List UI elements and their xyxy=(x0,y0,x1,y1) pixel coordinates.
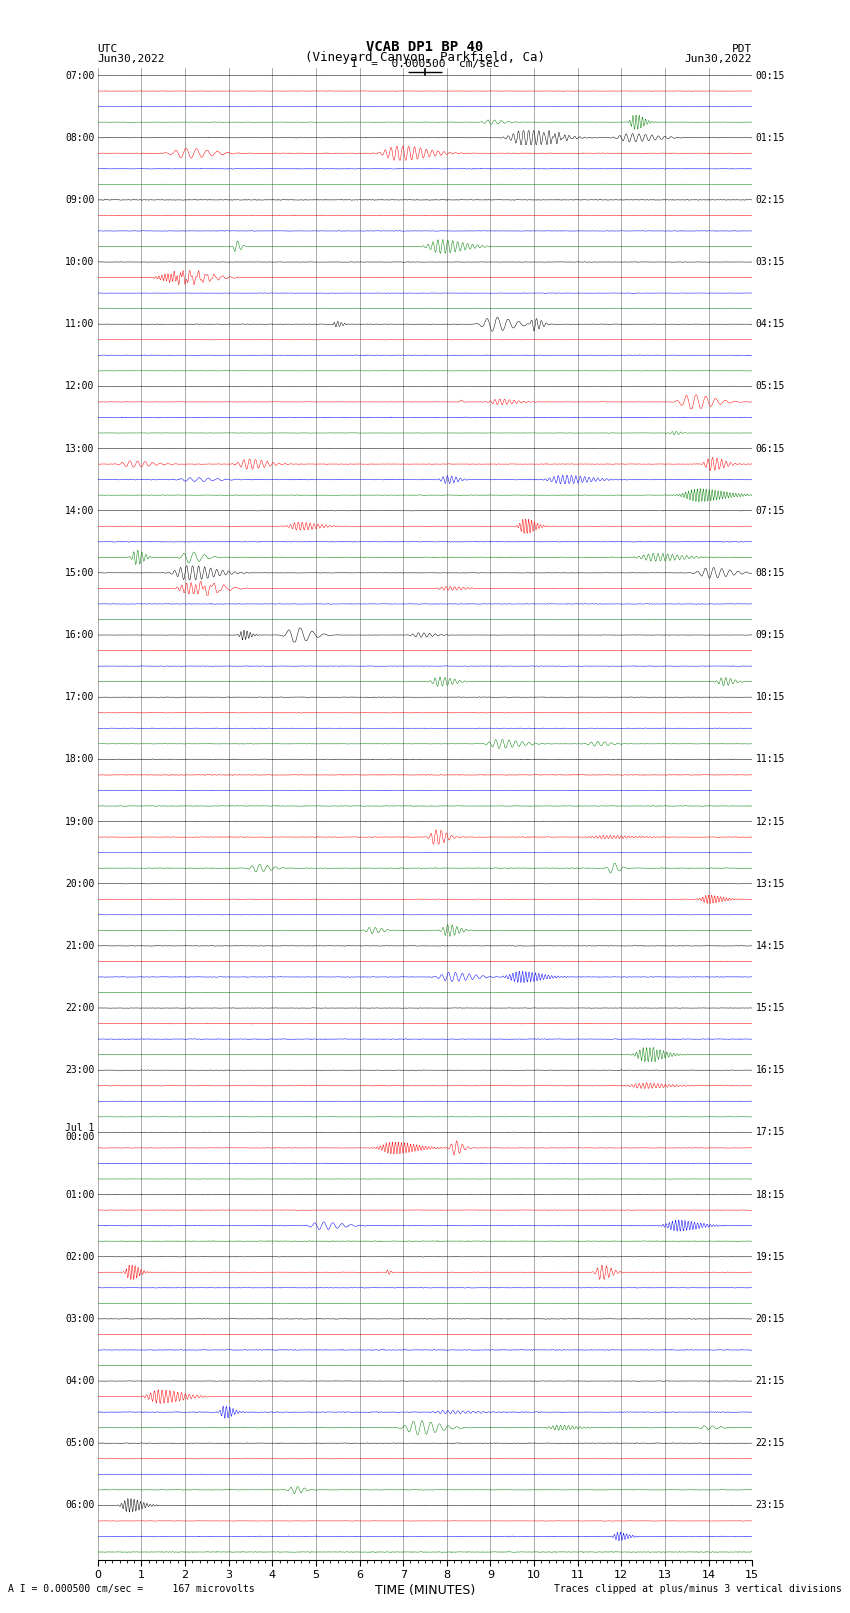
Text: I  =  0.000500  cm/sec: I = 0.000500 cm/sec xyxy=(351,60,499,69)
Text: PDT: PDT xyxy=(732,44,752,53)
Text: 20:15: 20:15 xyxy=(756,1315,785,1324)
Text: 04:00: 04:00 xyxy=(65,1376,94,1386)
Text: 23:00: 23:00 xyxy=(65,1065,94,1076)
Text: 19:15: 19:15 xyxy=(756,1252,785,1261)
Text: 18:15: 18:15 xyxy=(756,1189,785,1200)
Text: 21:00: 21:00 xyxy=(65,940,94,952)
Text: 08:00: 08:00 xyxy=(65,132,94,142)
Text: 22:00: 22:00 xyxy=(65,1003,94,1013)
Text: 18:00: 18:00 xyxy=(65,755,94,765)
Text: 22:15: 22:15 xyxy=(756,1439,785,1448)
Text: 10:00: 10:00 xyxy=(65,256,94,268)
Text: 23:15: 23:15 xyxy=(756,1500,785,1510)
Text: 07:15: 07:15 xyxy=(756,506,785,516)
Text: 13:15: 13:15 xyxy=(756,879,785,889)
Text: 05:15: 05:15 xyxy=(756,381,785,392)
Text: Jun30,2022: Jun30,2022 xyxy=(685,53,752,65)
Text: 03:15: 03:15 xyxy=(756,256,785,268)
Text: 05:00: 05:00 xyxy=(65,1439,94,1448)
Text: UTC: UTC xyxy=(98,44,118,53)
Text: 15:00: 15:00 xyxy=(65,568,94,577)
Text: 12:15: 12:15 xyxy=(756,816,785,826)
Text: 00:15: 00:15 xyxy=(756,71,785,81)
Text: 19:00: 19:00 xyxy=(65,816,94,826)
Text: 01:00: 01:00 xyxy=(65,1189,94,1200)
Text: 01:15: 01:15 xyxy=(756,132,785,142)
Text: 06:15: 06:15 xyxy=(756,444,785,453)
Text: 04:15: 04:15 xyxy=(756,319,785,329)
Text: 15:15: 15:15 xyxy=(756,1003,785,1013)
Text: 02:15: 02:15 xyxy=(756,195,785,205)
X-axis label: TIME (MINUTES): TIME (MINUTES) xyxy=(375,1584,475,1597)
Text: VCAB DP1 BP 40: VCAB DP1 BP 40 xyxy=(366,40,484,53)
Text: (Vineyard Canyon, Parkfield, Ca): (Vineyard Canyon, Parkfield, Ca) xyxy=(305,50,545,65)
Text: Jul 1
00:00: Jul 1 00:00 xyxy=(65,1123,94,1142)
Text: 17:15: 17:15 xyxy=(756,1127,785,1137)
Text: 07:00: 07:00 xyxy=(65,71,94,81)
Text: 20:00: 20:00 xyxy=(65,879,94,889)
Text: 03:00: 03:00 xyxy=(65,1315,94,1324)
Text: 09:00: 09:00 xyxy=(65,195,94,205)
Text: 10:15: 10:15 xyxy=(756,692,785,702)
Text: 12:00: 12:00 xyxy=(65,381,94,392)
Text: 09:15: 09:15 xyxy=(756,631,785,640)
Text: A I = 0.000500 cm/sec =     167 microvolts: A I = 0.000500 cm/sec = 167 microvolts xyxy=(8,1584,255,1594)
Text: Traces clipped at plus/minus 3 vertical divisions: Traces clipped at plus/minus 3 vertical … xyxy=(553,1584,842,1594)
Text: 13:00: 13:00 xyxy=(65,444,94,453)
Text: 11:00: 11:00 xyxy=(65,319,94,329)
Text: 06:00: 06:00 xyxy=(65,1500,94,1510)
Text: 11:15: 11:15 xyxy=(756,755,785,765)
Text: 16:15: 16:15 xyxy=(756,1065,785,1076)
Text: 21:15: 21:15 xyxy=(756,1376,785,1386)
Text: 16:00: 16:00 xyxy=(65,631,94,640)
Text: 02:00: 02:00 xyxy=(65,1252,94,1261)
Text: 08:15: 08:15 xyxy=(756,568,785,577)
Text: Jun30,2022: Jun30,2022 xyxy=(98,53,165,65)
Text: 14:15: 14:15 xyxy=(756,940,785,952)
Text: 14:00: 14:00 xyxy=(65,506,94,516)
Text: 17:00: 17:00 xyxy=(65,692,94,702)
